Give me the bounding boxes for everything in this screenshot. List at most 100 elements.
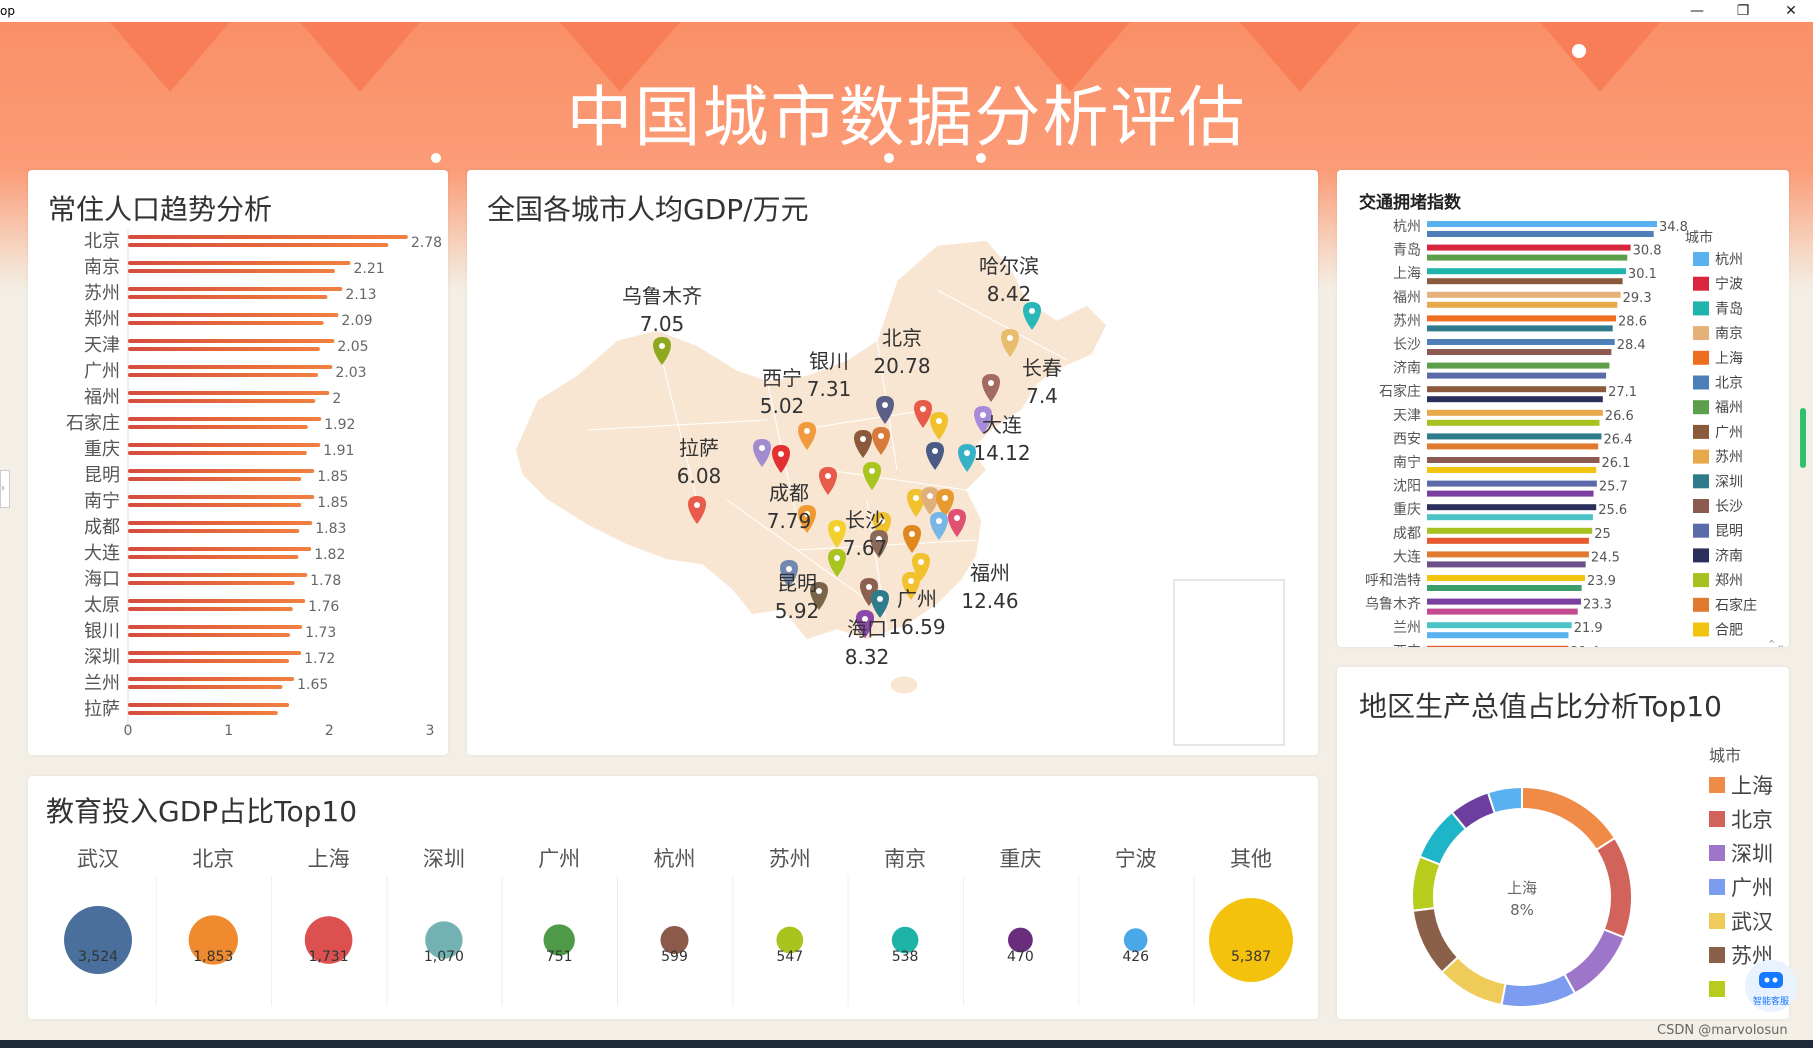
education-bubble (188, 915, 238, 965)
gdp-legend-swatch (1709, 811, 1725, 827)
population-value: 2.05 (337, 339, 368, 355)
gdp-legend-label: 广州 (1731, 876, 1773, 900)
traffic-bar (1427, 372, 1607, 379)
map-pin-marker (982, 374, 1000, 402)
population-bar (128, 573, 308, 577)
south-china-sea-inset (1173, 579, 1285, 746)
population-value: 2.09 (341, 313, 372, 329)
population-bar (128, 495, 315, 499)
traffic-city-label: 兰州 (1393, 620, 1421, 636)
traffic-legend-label: 青岛 (1715, 301, 1743, 317)
population-bar-shadow (128, 607, 293, 611)
page-scrollbar[interactable] (1800, 408, 1806, 468)
map-city-value: 12.46 (961, 589, 1018, 613)
traffic-bar (1427, 527, 1593, 534)
province-border (726, 499, 868, 601)
population-bar (128, 521, 313, 525)
map-pin-marker (653, 337, 671, 365)
map-city-label: 广州 (897, 587, 937, 611)
traffic-value: 25.6 (1598, 503, 1627, 518)
map-pin-marker (828, 549, 846, 577)
traffic-legend-label: 合肥 (1715, 623, 1743, 639)
traffic-bar (1427, 291, 1621, 298)
traffic-bar (1427, 443, 1599, 450)
gdp-legend-swatch (1709, 947, 1725, 963)
restore-button[interactable]: ❐ (1736, 3, 1750, 19)
city-label: 南宁 (84, 491, 120, 512)
map-pin-marker (870, 530, 888, 558)
traffic-bar-chart: 杭州 34.8青岛 30.8上海 30.1福州 29.3苏州 28.6长沙 28.4济南石家… (1365, 219, 1785, 647)
map-pin-marker (819, 467, 837, 495)
education-value: 538 (892, 949, 919, 965)
map-city-label: 哈尔滨 (979, 254, 1039, 278)
city-label: 太原 (84, 595, 120, 616)
population-value: 1.76 (308, 599, 339, 615)
traffic-bar (1427, 632, 1569, 639)
map-pin-marker (936, 489, 954, 517)
map-pin-dot (866, 584, 872, 590)
population-bar (128, 287, 343, 291)
traffic-legend-label: 济南 (1715, 548, 1743, 564)
traffic-legend-label: 长沙 (1715, 499, 1743, 515)
window-titlebar: op — ❐ ✕ (0, 0, 1813, 22)
map-pin-dot (825, 473, 831, 479)
map-pin-marker (798, 505, 816, 533)
map-pin-marker (856, 610, 874, 638)
population-bar-shadow (128, 477, 302, 481)
traffic-city-label: 南宁 (1393, 454, 1421, 471)
traffic-value: 28.4 (1617, 338, 1646, 353)
traffic-legend-swatch (1693, 548, 1709, 563)
population-bar (128, 391, 330, 395)
city-label: 石家庄 (66, 413, 120, 434)
population-bar-shadow (128, 295, 328, 299)
traffic-city-label: 上海 (1393, 266, 1421, 282)
education-value: 1,731 (309, 949, 349, 965)
map-pin-dot (786, 566, 792, 572)
population-bar-shadow (128, 321, 324, 325)
map-pin-marker (772, 445, 790, 473)
map-pin-marker (810, 582, 828, 610)
education-value: 751 (546, 949, 573, 965)
map-pin-marker (902, 572, 920, 600)
population-title: 常住人口趋势分析 (48, 193, 273, 226)
map-pin-marker (921, 487, 939, 515)
donut-slice (1500, 972, 1577, 1008)
education-value: 5,387 (1231, 949, 1271, 965)
taskbar (0, 1040, 1813, 1048)
traffic-bar (1427, 622, 1572, 629)
map-pin-dot (694, 502, 700, 508)
education-city-label: 其他 (1230, 847, 1272, 871)
population-bar-shadow (128, 555, 299, 559)
traffic-legend-label: 苏州 (1715, 450, 1743, 466)
minimize-button[interactable]: — (1690, 3, 1704, 19)
traffic-bar (1427, 231, 1654, 237)
close-button[interactable]: ✕ (1785, 3, 1797, 19)
donut-slice (1486, 785, 1523, 815)
traffic-city-label: 西安 (1393, 431, 1421, 447)
map-pin-marker (974, 406, 992, 434)
population-bar (128, 625, 303, 629)
population-value: 2.21 (353, 261, 384, 277)
traffic-bar (1427, 221, 1657, 227)
traffic-bar (1427, 409, 1603, 416)
education-city-label: 宁波 (1115, 847, 1157, 871)
map-pin-dot (913, 495, 919, 501)
side-handle[interactable]: › (0, 470, 10, 508)
assistant-bot-icon[interactable]: 智能客服 (1745, 960, 1797, 1012)
map-pin-marker (907, 489, 925, 517)
map-pin-dot (877, 596, 883, 602)
traffic-legend-swatch (1693, 326, 1709, 341)
population-bar-shadow (128, 503, 302, 507)
gdp-legend-label: 上海 (1731, 774, 1773, 798)
population-bar-shadow (128, 347, 320, 351)
map-pin-dot (816, 588, 822, 594)
traffic-city-label: 呼和浩特 (1365, 573, 1421, 589)
map-city-value: 7.67 (843, 536, 888, 560)
population-bar-chart: 北京 2.78 南京 2.21 苏州 2.13 郑州 2.09 天津 2.05 广州 2.03 福州 2 石… (66, 230, 442, 739)
city-label: 重庆 (84, 439, 120, 460)
traffic-value: 23.3 (1583, 598, 1612, 613)
traffic-bar (1427, 561, 1586, 568)
population-bar-shadow (128, 451, 307, 455)
map-city-label: 昆明 (777, 571, 817, 595)
